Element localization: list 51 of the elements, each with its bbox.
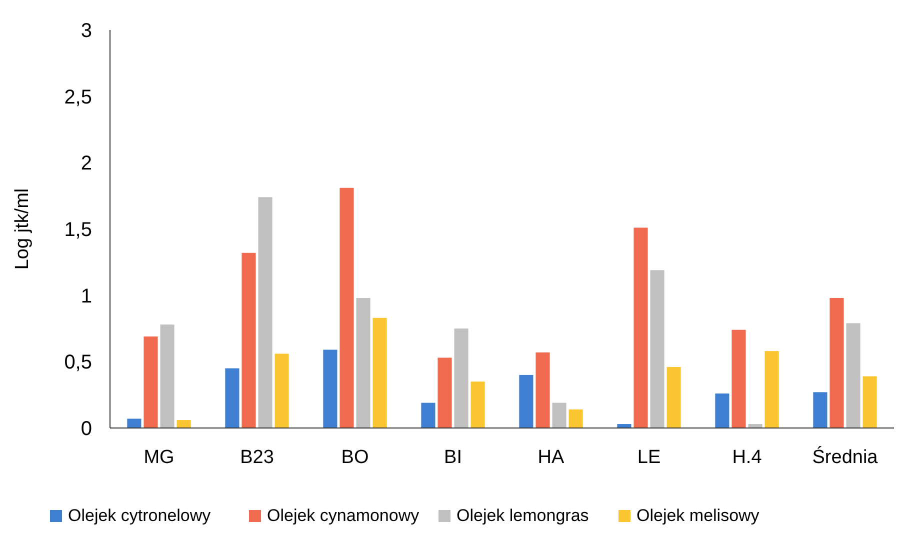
y-tick-label: 0 [80,418,92,440]
bar [748,424,762,428]
bar [438,358,452,428]
x-tick-label: BI [444,447,462,468]
bar [568,409,583,428]
x-tick-label: H.4 [732,447,762,468]
bar [552,402,566,428]
bar [160,324,174,428]
legend-label: Olejek cytronelowy [68,506,212,525]
bar [634,228,648,428]
bar [144,336,158,428]
y-tick-label: 2 [80,152,92,175]
bar [666,366,681,428]
bar [323,350,338,428]
bar [830,298,844,428]
x-tick-label: MG [144,447,174,468]
legend-label: Olejek melisowy [636,506,760,525]
bar [764,351,779,428]
bar [862,376,877,428]
bar [715,394,730,428]
bar [813,392,828,428]
bar [176,420,191,428]
bar [519,374,534,428]
y-axis-title: Log jtk/ml [12,188,33,270]
bar [421,402,436,428]
y-tick-label: 2,5 [64,86,92,108]
y-tick-label: 1,5 [64,219,92,241]
y-tick-label: 0,5 [64,352,92,374]
x-tick-label: Średnia [812,445,878,468]
y-tick-label: 1 [80,285,92,308]
x-tick-label: BO [341,447,369,468]
bar [536,352,550,428]
x-tick-label: HA [538,447,565,468]
legend-label: Olejek cynamonowy [267,506,420,525]
bar [258,197,272,428]
bar [340,188,354,428]
y-tick-label: 3 [80,20,92,42]
bar [242,252,256,428]
bar [225,368,240,428]
bar [127,418,142,428]
legend-label: Olejek lemongras [456,506,589,525]
x-tick-label: B23 [240,447,274,468]
bar [650,270,664,428]
bar [274,354,289,428]
bar [470,382,485,428]
x-tick-label: LE [637,447,661,468]
bar [732,330,746,428]
bar [372,318,387,428]
bar [454,328,468,428]
bar [356,298,370,428]
bar [846,323,860,428]
